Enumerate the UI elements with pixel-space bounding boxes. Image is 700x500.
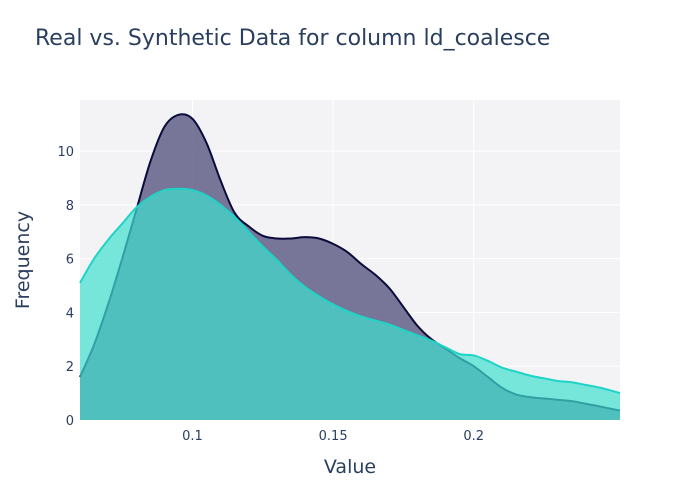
y-tick-label: 10 xyxy=(57,145,74,160)
x-tick-label: 0.1 xyxy=(182,429,203,444)
y-axis-title: Frequency xyxy=(12,211,34,309)
x-tick-label: 0.15 xyxy=(319,429,348,444)
x-axis-title: Value xyxy=(324,456,376,478)
synthetic-series-line xyxy=(79,187,621,395)
x-tick-label: 0.2 xyxy=(463,429,484,444)
series-areas xyxy=(79,113,621,421)
synthetic-series-area xyxy=(80,188,620,420)
y-tick-label: 4 xyxy=(66,306,74,321)
y-tick-label: 6 xyxy=(66,253,74,268)
x-axis-ticks: 0.1 0.15 0.2 xyxy=(182,429,484,444)
y-tick-label: 8 xyxy=(66,199,74,214)
y-tick-label: 2 xyxy=(66,360,74,375)
y-tick-label: 0 xyxy=(66,414,74,429)
y-axis-ticks: 0 2 4 6 8 10 xyxy=(57,145,74,429)
chart-title: Real vs. Synthetic Data for column ld_co… xyxy=(35,26,551,51)
